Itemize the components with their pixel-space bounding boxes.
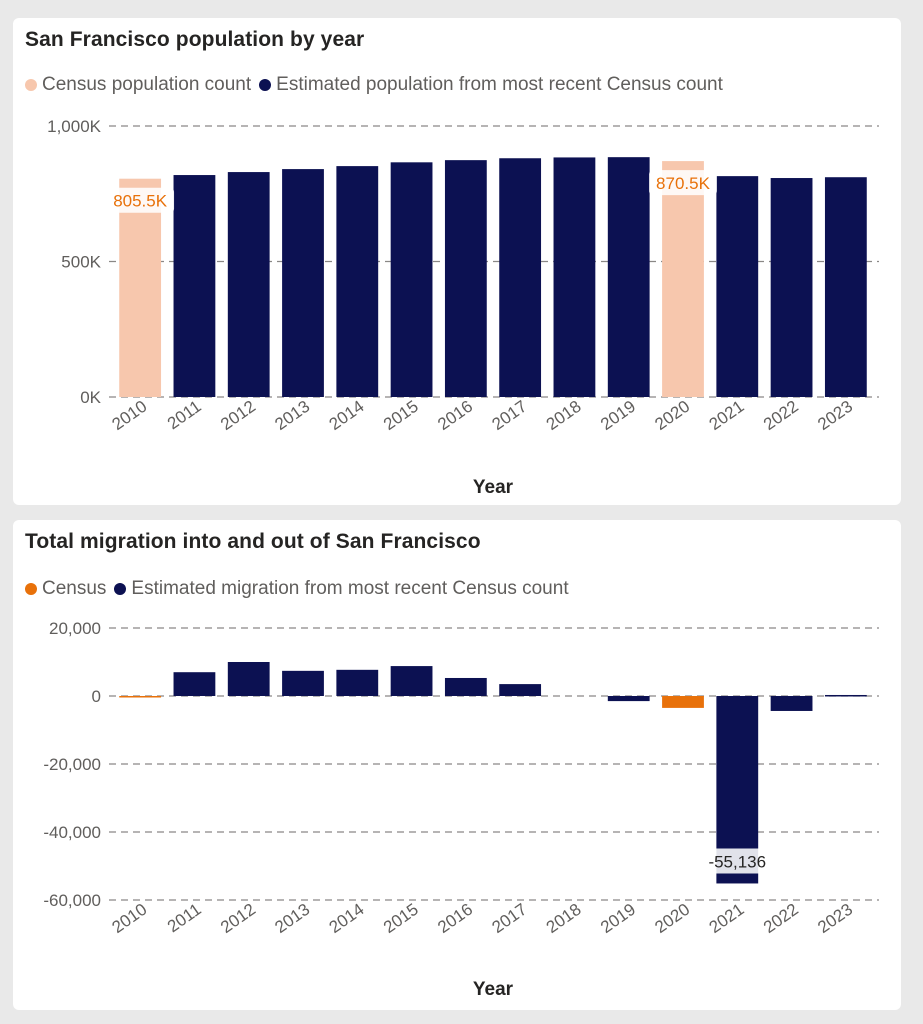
x-tick-label: 2019 xyxy=(597,397,639,434)
y-tick-label: -20,000 xyxy=(43,755,101,774)
bar-estimate-2015[interactable] xyxy=(390,162,433,397)
legend-label: Estimated migration from most recent Cen… xyxy=(131,578,569,599)
chart-legend: Census population count Estimated popula… xyxy=(25,74,731,96)
legend-marker-census xyxy=(25,583,37,595)
x-tick-label: 2011 xyxy=(164,397,205,434)
data-label-background xyxy=(106,187,175,213)
x-tick-label: 2015 xyxy=(380,900,422,937)
x-axis-title: Year xyxy=(473,979,514,1000)
x-tick-label: 2019 xyxy=(597,900,639,937)
x-tick-label: 2018 xyxy=(543,900,585,937)
bar-estimate-2022[interactable] xyxy=(770,178,813,397)
chart-legend: Census Estimated migration from most rec… xyxy=(25,578,577,600)
legend-label: Census xyxy=(42,578,107,599)
bar-census-2010[interactable] xyxy=(119,178,162,397)
bar-census-2020[interactable] xyxy=(662,161,704,397)
x-tick-label: 2013 xyxy=(271,397,313,434)
y-tick-label: -60,000 xyxy=(43,891,101,910)
bar-estimate-2013[interactable] xyxy=(282,670,324,696)
bar-estimate-2015[interactable] xyxy=(390,666,433,696)
data-label-text: -55,136 xyxy=(708,852,766,871)
bar-estimate-2017[interactable] xyxy=(499,684,542,696)
x-tick-label: 2013 xyxy=(271,900,313,937)
data-label-background xyxy=(649,170,717,196)
legend-marker-estimate xyxy=(259,79,272,91)
population-bar-chart: 0K 500K 1,000K 805.5K 870.5K 2010 2011 2012 2013… xyxy=(47,117,879,498)
x-tick-label: 2015 xyxy=(380,397,422,434)
bar-estimate-2019[interactable] xyxy=(607,157,650,397)
migration-chart-card: Total migration into and out of San Fran… xyxy=(13,520,901,1010)
legend-marker-census xyxy=(25,79,37,91)
chart-title: Total migration into and out of San Fran… xyxy=(25,530,481,553)
x-axis-title: Year xyxy=(473,477,514,498)
data-label-text: 805.5K xyxy=(113,192,168,211)
x-tick-label: 2023 xyxy=(814,397,856,434)
y-tick-label: 500K xyxy=(61,253,101,272)
x-tick-label: 2020 xyxy=(651,900,693,937)
legend-item-census[interactable]: Census xyxy=(25,578,106,600)
bar-estimate-2023[interactable] xyxy=(824,177,867,397)
data-label-2021: -55,136 xyxy=(698,848,776,874)
x-tick-label: 2017 xyxy=(489,397,531,434)
x-tick-label: 2011 xyxy=(164,900,205,937)
x-tick-label: 2022 xyxy=(760,900,802,937)
bar-estimate-2018[interactable] xyxy=(553,157,596,397)
x-tick-label: 2016 xyxy=(434,397,476,434)
bar-census-2020[interactable] xyxy=(662,696,704,708)
data-label-2010: 805.5K xyxy=(106,187,175,213)
migration-bar-chart: 20,000 0 -20,000 -40,000 -60,000 -55,136 2010 2… xyxy=(43,619,879,1000)
y-tick-label: 0 xyxy=(92,687,101,706)
chart-title: San Francisco population by year xyxy=(25,28,365,51)
x-tick-label: 2012 xyxy=(217,900,259,937)
x-tick-label: 2022 xyxy=(760,397,802,434)
bar-estimate-2023[interactable] xyxy=(824,694,867,697)
bar-estimate-2019[interactable] xyxy=(607,696,650,702)
x-tick-label: 2021 xyxy=(706,900,748,937)
y-tick-label: 0K xyxy=(80,388,101,407)
x-tick-label: 2023 xyxy=(814,900,856,937)
x-tick-label: 2017 xyxy=(489,900,531,937)
data-label-text: 870.5K xyxy=(656,174,711,193)
legend-marker-estimate xyxy=(114,583,127,595)
x-tick-label: 2020 xyxy=(651,397,693,434)
bar-estimate-2017[interactable] xyxy=(499,158,542,397)
x-tick-label: 2014 xyxy=(326,900,368,937)
bar-estimate-2021[interactable] xyxy=(716,176,759,397)
legend-item-estimate[interactable]: Estimated population from most recent Ce… xyxy=(259,74,723,96)
legend-label: Estimated population from most recent Ce… xyxy=(276,74,723,95)
bar-estimate-2016[interactable] xyxy=(444,677,487,696)
x-tick-label: 2021 xyxy=(706,397,748,434)
x-tick-label: 2014 xyxy=(326,397,368,434)
legend-label: Census population count xyxy=(42,74,252,95)
x-tick-label: 2016 xyxy=(434,900,476,937)
bar-estimate-2012[interactable] xyxy=(227,172,270,397)
y-tick-label: -40,000 xyxy=(43,823,101,842)
bar-estimate-2022[interactable] xyxy=(770,696,813,711)
data-label-background xyxy=(698,848,776,874)
bar-estimate-2014[interactable] xyxy=(336,669,379,696)
bar-estimate-2013[interactable] xyxy=(282,169,324,397)
x-tick-label: 2012 xyxy=(217,397,259,434)
bar-estimate-2016[interactable] xyxy=(444,160,487,397)
x-tick-label: 2018 xyxy=(543,397,585,434)
bar-census-2010[interactable] xyxy=(119,696,162,698)
x-tick-label: 2010 xyxy=(109,397,151,434)
legend-item-estimate[interactable]: Estimated migration from most recent Cen… xyxy=(114,578,569,600)
bar-estimate-2014[interactable] xyxy=(336,166,379,397)
legend-item-census[interactable]: Census population count xyxy=(25,74,251,96)
x-tick-label: 2010 xyxy=(109,900,151,937)
y-tick-label: 20,000 xyxy=(49,619,101,638)
bar-estimate-2011[interactable] xyxy=(173,672,216,696)
population-chart-card: San Francisco population by year Census … xyxy=(13,18,901,505)
y-tick-label: 1,000K xyxy=(47,117,102,136)
data-label-2020: 870.5K xyxy=(649,170,717,196)
bar-estimate-2011[interactable] xyxy=(173,175,216,397)
bar-estimate-2012[interactable] xyxy=(227,662,270,696)
